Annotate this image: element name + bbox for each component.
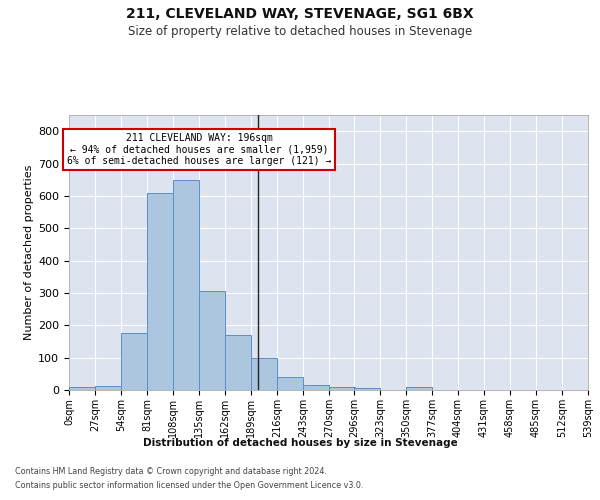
Text: Size of property relative to detached houses in Stevenage: Size of property relative to detached ho… bbox=[128, 25, 472, 38]
Bar bbox=[121, 334, 147, 390]
Bar bbox=[199, 292, 225, 390]
Text: Contains HM Land Registry data © Crown copyright and database right 2024.: Contains HM Land Registry data © Crown c… bbox=[15, 468, 327, 476]
Y-axis label: Number of detached properties: Number of detached properties bbox=[24, 165, 34, 340]
Bar bbox=[354, 388, 380, 390]
Bar bbox=[147, 192, 173, 390]
Bar bbox=[69, 388, 95, 390]
Text: Contains public sector information licensed under the Open Government Licence v3: Contains public sector information licen… bbox=[15, 481, 364, 490]
Bar bbox=[173, 180, 199, 390]
Text: 211 CLEVELAND WAY: 196sqm
← 94% of detached houses are smaller (1,959)
6% of sem: 211 CLEVELAND WAY: 196sqm ← 94% of detac… bbox=[67, 133, 331, 166]
Text: 211, CLEVELAND WAY, STEVENAGE, SG1 6BX: 211, CLEVELAND WAY, STEVENAGE, SG1 6BX bbox=[126, 8, 474, 22]
Bar bbox=[251, 358, 277, 390]
Bar bbox=[329, 388, 355, 390]
Bar bbox=[406, 388, 432, 390]
Bar bbox=[225, 335, 251, 390]
Bar bbox=[95, 386, 121, 390]
Bar bbox=[303, 385, 329, 390]
Bar bbox=[277, 377, 303, 390]
Text: Distribution of detached houses by size in Stevenage: Distribution of detached houses by size … bbox=[143, 438, 457, 448]
